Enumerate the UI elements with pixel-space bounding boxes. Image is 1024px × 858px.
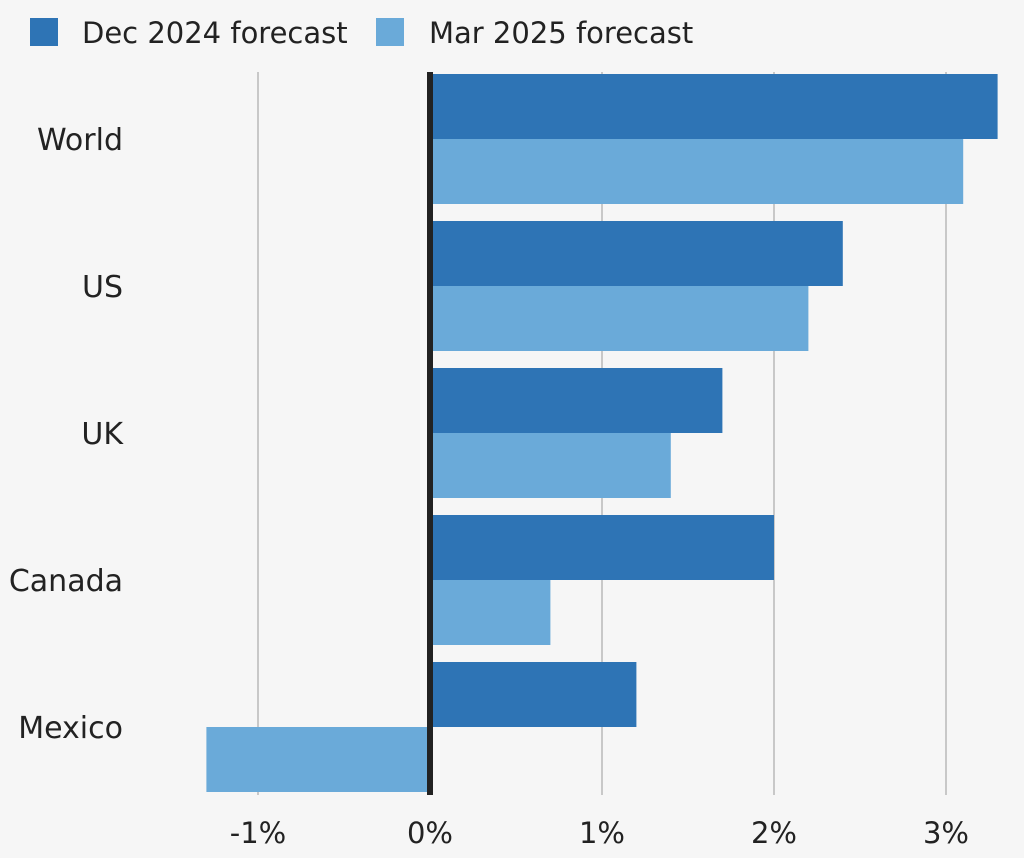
bar-mexico-series-1 [430,662,637,727]
bar-mexico-series-2 [206,727,430,792]
bar-us-series-2 [430,286,809,351]
category-label-world: World [37,123,123,158]
bar-world-series-2 [430,139,964,204]
legend: Dec 2024 forecast Mar 2025 forecast [30,16,693,50]
category-label-mexico: Mexico [18,711,123,746]
x-tick-label-1: 0% [407,816,453,850]
legend-label-dec-2024: Dec 2024 forecast [82,16,348,50]
x-tick-label-2: 1% [579,816,625,850]
x-tick-label-4: 3% [923,816,969,850]
category-label-us: US [82,270,123,305]
bar-us-series-1 [430,221,843,286]
x-tick-label-0: -1% [230,816,286,850]
legend-swatch-dec-2024 [30,18,58,46]
category-labels: World US UK Canada Mexico [9,123,124,746]
x-axis-tick-labels: -1% 0% 1% 2% 3% [230,816,969,850]
x-tick-label-3: 2% [751,816,797,850]
legend-swatch-mar-2025 [376,18,404,46]
bar-uk-series-2 [430,433,671,498]
bars [206,74,998,792]
category-label-canada: Canada [9,564,123,599]
bar-world-series-1 [430,74,998,139]
category-label-uk: UK [81,417,124,452]
bar-canada-series-1 [430,515,774,580]
legend-label-mar-2025: Mar 2025 forecast [429,16,693,50]
bar-uk-series-1 [430,368,723,433]
bar-canada-series-2 [430,580,551,645]
